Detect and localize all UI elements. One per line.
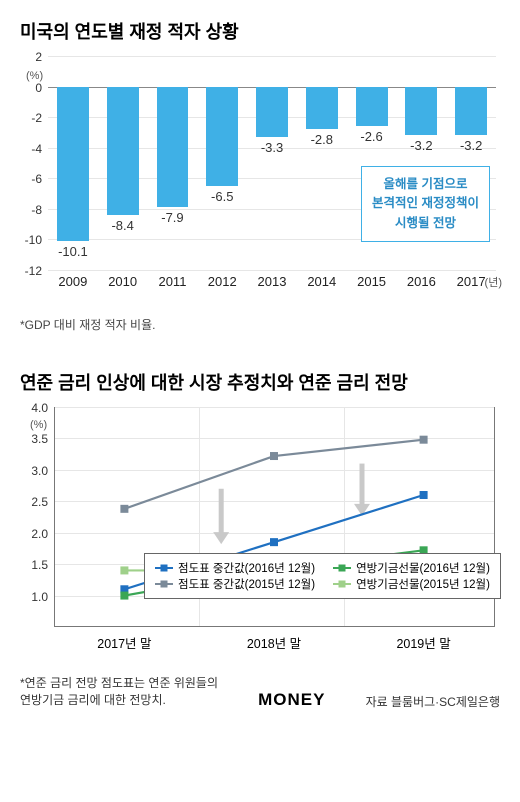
brand-logo: MONEY — [258, 690, 325, 710]
bar — [405, 87, 437, 136]
chart1-ytick: 0 — [35, 81, 48, 95]
chart2-ytick: 2.0 — [31, 527, 54, 541]
bar-value-label: -2.8 — [297, 132, 347, 147]
bar-value-label: -7.9 — [148, 210, 198, 225]
bar — [206, 87, 238, 186]
bar-value-label: -2.6 — [347, 129, 397, 144]
chart2-x-label: 2017년 말 — [97, 633, 151, 652]
chart1-title: 미국의 연도별 재정 적자 상황 — [20, 18, 500, 44]
series-line-dotplot_2015 — [124, 440, 423, 509]
series-marker-futures_2016 — [120, 592, 128, 600]
bar-value-label: -3.2 — [446, 138, 496, 153]
bar-x-label: 2013 — [247, 274, 297, 289]
bar-cell: -8.42010 — [98, 56, 148, 270]
chart1-ytick: -2 — [31, 111, 48, 125]
bar — [356, 87, 388, 127]
series-marker-dotplot_2016 — [420, 491, 428, 499]
series-marker-futures_2015 — [120, 566, 128, 574]
chart1-ytick: -4 — [31, 142, 48, 156]
chart2-ytick: 3.0 — [31, 464, 54, 478]
legend-item-dotplot_2016: 점도표 중간값(2016년 12월) — [155, 560, 315, 576]
legend-marker-icon — [155, 579, 173, 589]
bar-chart: (%) 20-2-4-6-8-10-12-10.12009-8.42010-7.… — [20, 56, 500, 288]
chart1-callout: 올해를 기점으로본격적인 재정정책이시행될 전망 — [361, 166, 490, 242]
bar — [256, 87, 288, 137]
bar — [306, 87, 338, 130]
chart2-ytick: 1.5 — [31, 558, 54, 572]
bar-cell: -7.92011 — [148, 56, 198, 270]
bar-x-label: 2016 — [396, 274, 446, 289]
chart1-ytick: -8 — [31, 203, 48, 217]
bar-x-label: 2012 — [197, 274, 247, 289]
bar-x-label: 2015 — [347, 274, 397, 289]
bar-value-label: -8.4 — [98, 218, 148, 233]
bar-cell: -10.12009 — [48, 56, 98, 270]
chart1-gridline: -12 — [48, 270, 496, 271]
bar — [455, 87, 487, 136]
legend-marker-icon — [333, 563, 351, 573]
legend-item-dotplot_2015: 점도표 중간값(2015년 12월) — [155, 576, 315, 592]
chart2-ytick: 1.0 — [31, 590, 54, 604]
bar-value-label: -3.2 — [396, 138, 446, 153]
chart1-ytick: -12 — [25, 264, 48, 278]
legend-label: 연방기금선물(2016년 12월) — [356, 560, 490, 576]
chart2-legend: 점도표 중간값(2016년 12월) 연방기금선물(2016년 12월) 점도표 중… — [144, 553, 501, 599]
chart2-title: 연준 금리 인상에 대한 시장 추정치와 연준 금리 전망 — [20, 369, 500, 395]
bar-x-label: 2010 — [98, 274, 148, 289]
data-source: 자료 블룸버그·SC제일은행 — [366, 693, 500, 710]
chart2-x-label: 2019년 말 — [396, 633, 450, 652]
chart2-ytick: 4.0 — [31, 401, 54, 415]
bar-x-label: 2014 — [297, 274, 347, 289]
series-marker-dotplot_2016 — [270, 538, 278, 546]
chart2-y-unit: (%) — [30, 419, 47, 431]
chart1-ytick: -6 — [31, 172, 48, 186]
chart2-ytick: 2.5 — [31, 495, 54, 509]
legend-marker-icon — [333, 579, 351, 589]
bar-value-label: -6.5 — [197, 189, 247, 204]
chart1-footnote: *GDP 대비 재정 적자 비율. — [20, 316, 500, 333]
legend-item-futures_2016: 연방기금선물(2016년 12월) — [333, 560, 490, 576]
bar-cell: -3.32013 — [247, 56, 297, 270]
series-marker-dotplot_2015 — [120, 505, 128, 513]
bar — [157, 87, 189, 208]
legend-marker-icon — [155, 563, 173, 573]
chart1-ytick: -10 — [25, 233, 48, 247]
bar-value-label: -10.1 — [48, 244, 98, 259]
line-chart: (%) 4.03.53.02.52.01.51.02017년 말2018년 말2… — [20, 407, 500, 647]
bar — [57, 87, 89, 241]
chart2-x-label: 2018년 말 — [247, 633, 301, 652]
legend-label: 연방기금선물(2015년 12월) — [356, 576, 490, 592]
legend-label: 점도표 중간값(2015년 12월) — [178, 576, 315, 592]
trend-arrow-icon — [354, 464, 370, 516]
bar-x-label: 2011 — [148, 274, 198, 289]
trend-arrow-icon — [213, 489, 229, 544]
chart1-x-unit: (년) — [485, 274, 502, 290]
chart2-footnote: *연준 금리 전망 점도표는 연준 위원들의 연방기금 금리에 대한 전망치. — [20, 675, 218, 710]
series-marker-dotplot_2015 — [420, 436, 428, 444]
legend-label: 점도표 중간값(2016년 12월) — [178, 560, 315, 576]
source-row: *연준 금리 전망 점도표는 연준 위원들의 연방기금 금리에 대한 전망치. … — [20, 675, 500, 710]
chart1-ytick: 2 — [35, 50, 48, 64]
bar — [107, 87, 139, 215]
series-marker-dotplot_2015 — [270, 452, 278, 460]
legend-item-futures_2015: 연방기금선물(2015년 12월) — [333, 576, 490, 592]
bar-value-label: -3.3 — [247, 140, 297, 155]
chart2-ytick: 3.5 — [31, 432, 54, 446]
bar-cell: -2.82014 — [297, 56, 347, 270]
bar-x-label: 2009 — [48, 274, 98, 289]
bar-cell: -6.52012 — [197, 56, 247, 270]
